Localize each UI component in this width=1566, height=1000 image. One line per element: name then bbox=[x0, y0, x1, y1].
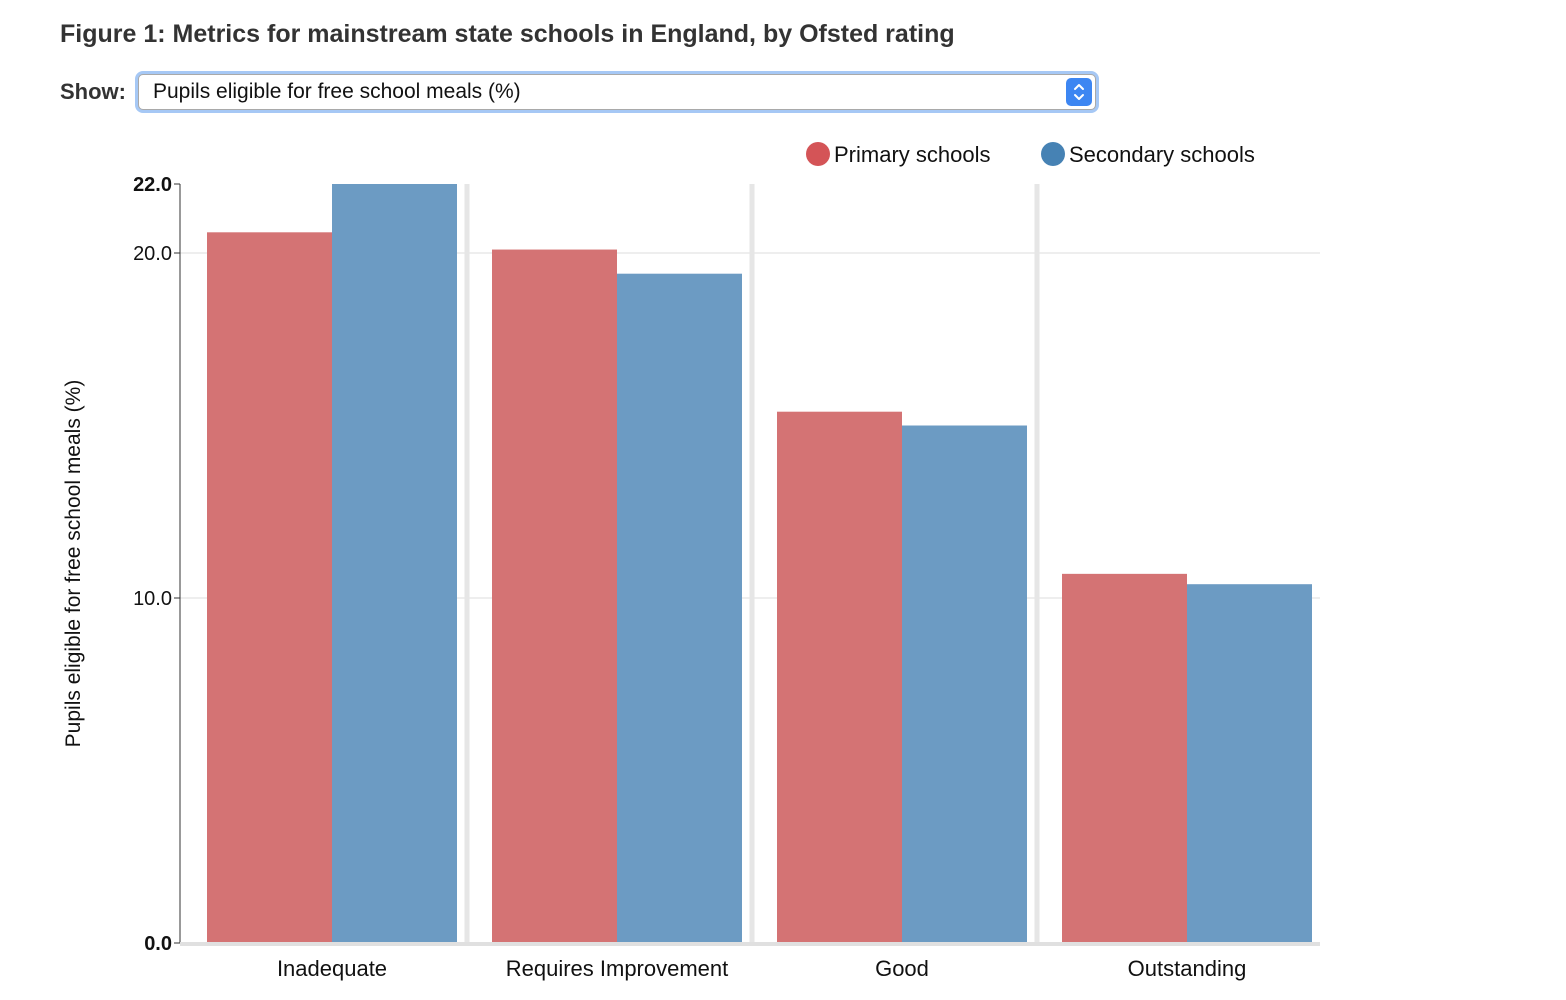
bar-primary bbox=[492, 249, 617, 944]
legend-marker-secondary bbox=[1041, 142, 1065, 166]
bar-secondary bbox=[332, 184, 457, 943]
metric-select[interactable]: Pupils eligible for free school meals (%… bbox=[138, 74, 1096, 110]
y-tick-label: 22.0 bbox=[133, 174, 172, 196]
legend-label: Secondary schools bbox=[1069, 142, 1255, 167]
metric-selector-row: Show: Pupils eligible for free school me… bbox=[60, 74, 1096, 110]
bar-secondary bbox=[617, 273, 742, 943]
x-tick-label: Inadequate bbox=[277, 956, 387, 981]
y-axis-label: Pupils eligible for free school meals (%… bbox=[62, 380, 85, 748]
legend-marker-primary bbox=[806, 142, 830, 166]
metric-select-value: Pupils eligible for free school meals (%… bbox=[153, 80, 521, 103]
bar-primary bbox=[207, 232, 332, 944]
show-label: Show: bbox=[60, 79, 126, 104]
bar-primary bbox=[1062, 573, 1187, 943]
bar-secondary bbox=[1187, 584, 1312, 943]
y-tick-label: 0.0 bbox=[144, 933, 172, 955]
y-tick-label: 10.0 bbox=[133, 588, 172, 610]
x-tick-label: Requires Improvement bbox=[506, 956, 729, 981]
x-tick-label: Good bbox=[875, 956, 929, 981]
legend-label: Primary schools bbox=[834, 142, 990, 167]
chevron-up-down-icon[interactable] bbox=[1066, 78, 1092, 106]
bar-primary bbox=[777, 411, 902, 943]
x-tick-label: Outstanding bbox=[1128, 956, 1247, 981]
y-tick-label: 20.0 bbox=[133, 243, 172, 265]
figure-title: Figure 1: Metrics for mainstream state s… bbox=[60, 20, 955, 48]
bar-secondary bbox=[902, 425, 1027, 943]
